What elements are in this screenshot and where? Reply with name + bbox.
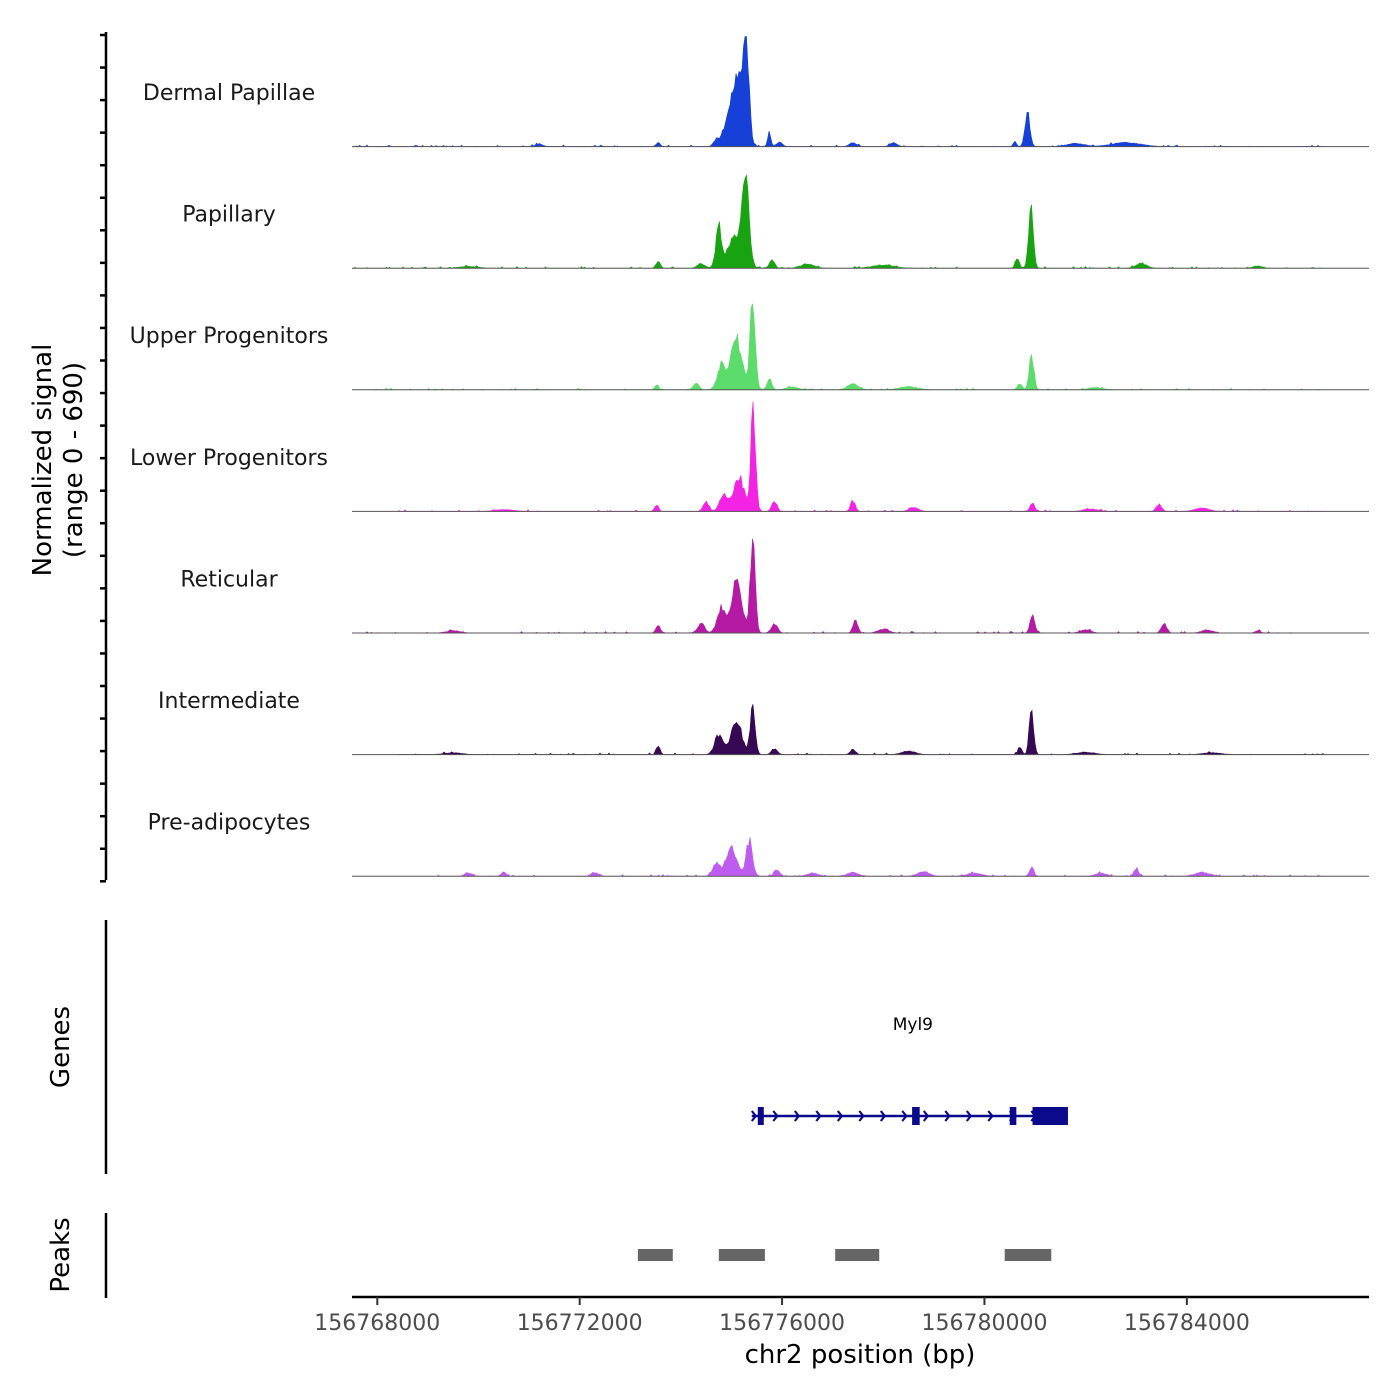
strand-arrow [879,1110,887,1122]
track-label: Upper Progenitors [130,324,329,349]
track-intermediate: Intermediate [158,689,1369,756]
peak-region [1004,1249,1052,1261]
x-axis: 156768000 156772000 156776000 156780000 1567… [314,1295,1369,1370]
gene-name-label: Myl9 [893,1015,933,1035]
strand-arrow [750,1110,758,1122]
coverage-tracks: Dermal Papillae Papillary Upper Progenitor… [130,36,1369,877]
coverage-area [397,401,1324,512]
x-tick-label: 156768000 [314,1311,440,1336]
gene-exon [1009,1107,1017,1125]
peak-region [718,1249,765,1261]
gene-exon [912,1107,920,1125]
track-label: Pre-adipocytes [148,811,311,836]
strand-arrow [901,1110,908,1122]
track-reticular: Reticular [180,538,1369,634]
genes-panel: Genes Myl9 [46,920,1068,1174]
gene-exon [757,1107,764,1125]
strand-arrow [793,1110,801,1122]
coverage-area [352,538,1324,634]
gene-exon [1032,1107,1068,1125]
genes-panel-label: Genes [46,1006,76,1088]
track-papillary: Papillary [182,174,1369,269]
strand-arrow [965,1110,973,1122]
coverage-area [437,837,1324,877]
track-label: Lower Progenitors [130,446,328,471]
coverage-area [352,303,1324,391]
track-label: Dermal Papillae [143,81,315,106]
strand-arrow [944,1110,951,1122]
strand-arrow [858,1110,865,1122]
strand-arrow [815,1110,822,1122]
track-pre-adipocytes: Pre-adipocytes [148,811,1369,877]
track-label: Reticular [180,567,278,592]
strand-arrow [772,1110,779,1122]
x-tick-label: 156776000 [719,1311,845,1336]
x-axis-title: chr2 position (bp) [745,1340,976,1370]
track-dermal-papillae: Dermal Papillae [143,36,1369,148]
track-label: Intermediate [158,689,300,714]
strand-arrow [987,1110,994,1122]
strand-arrow [922,1110,930,1122]
peak-region [637,1249,673,1261]
peaks-panel-label: Peaks [46,1217,76,1292]
peak-regions [637,1249,1052,1261]
peaks-panel: Peaks [46,1213,1052,1298]
coverage-area [352,174,1324,269]
coverage-area [397,704,1324,755]
coverage-y-axis-ticks [100,33,106,883]
gene-models: Myl9 [750,1015,1068,1125]
y-axis-title-line1: Normalized signal [28,344,58,577]
y-axis-title-line2: (range 0 - 690) [59,362,89,558]
track-label: Papillary [182,203,276,228]
strand-arrow [836,1110,844,1122]
track-lower-progenitors: Lower Progenitors [130,401,1369,512]
x-axis-ticks: 156768000 156772000 156776000 156780000 1567… [314,1297,1250,1336]
peak-region [835,1249,880,1261]
gene-myl9: Myl9 [750,1015,1068,1125]
x-tick-label: 156784000 [1124,1311,1250,1336]
coverage-area [352,36,1324,147]
x-tick-label: 156772000 [517,1311,643,1336]
coverage-panel: Normalized signal (range 0 - 690) Dermal… [28,32,1369,883]
x-tick-label: 156780000 [921,1311,1047,1336]
track-upper-progenitors: Upper Progenitors [130,303,1369,391]
